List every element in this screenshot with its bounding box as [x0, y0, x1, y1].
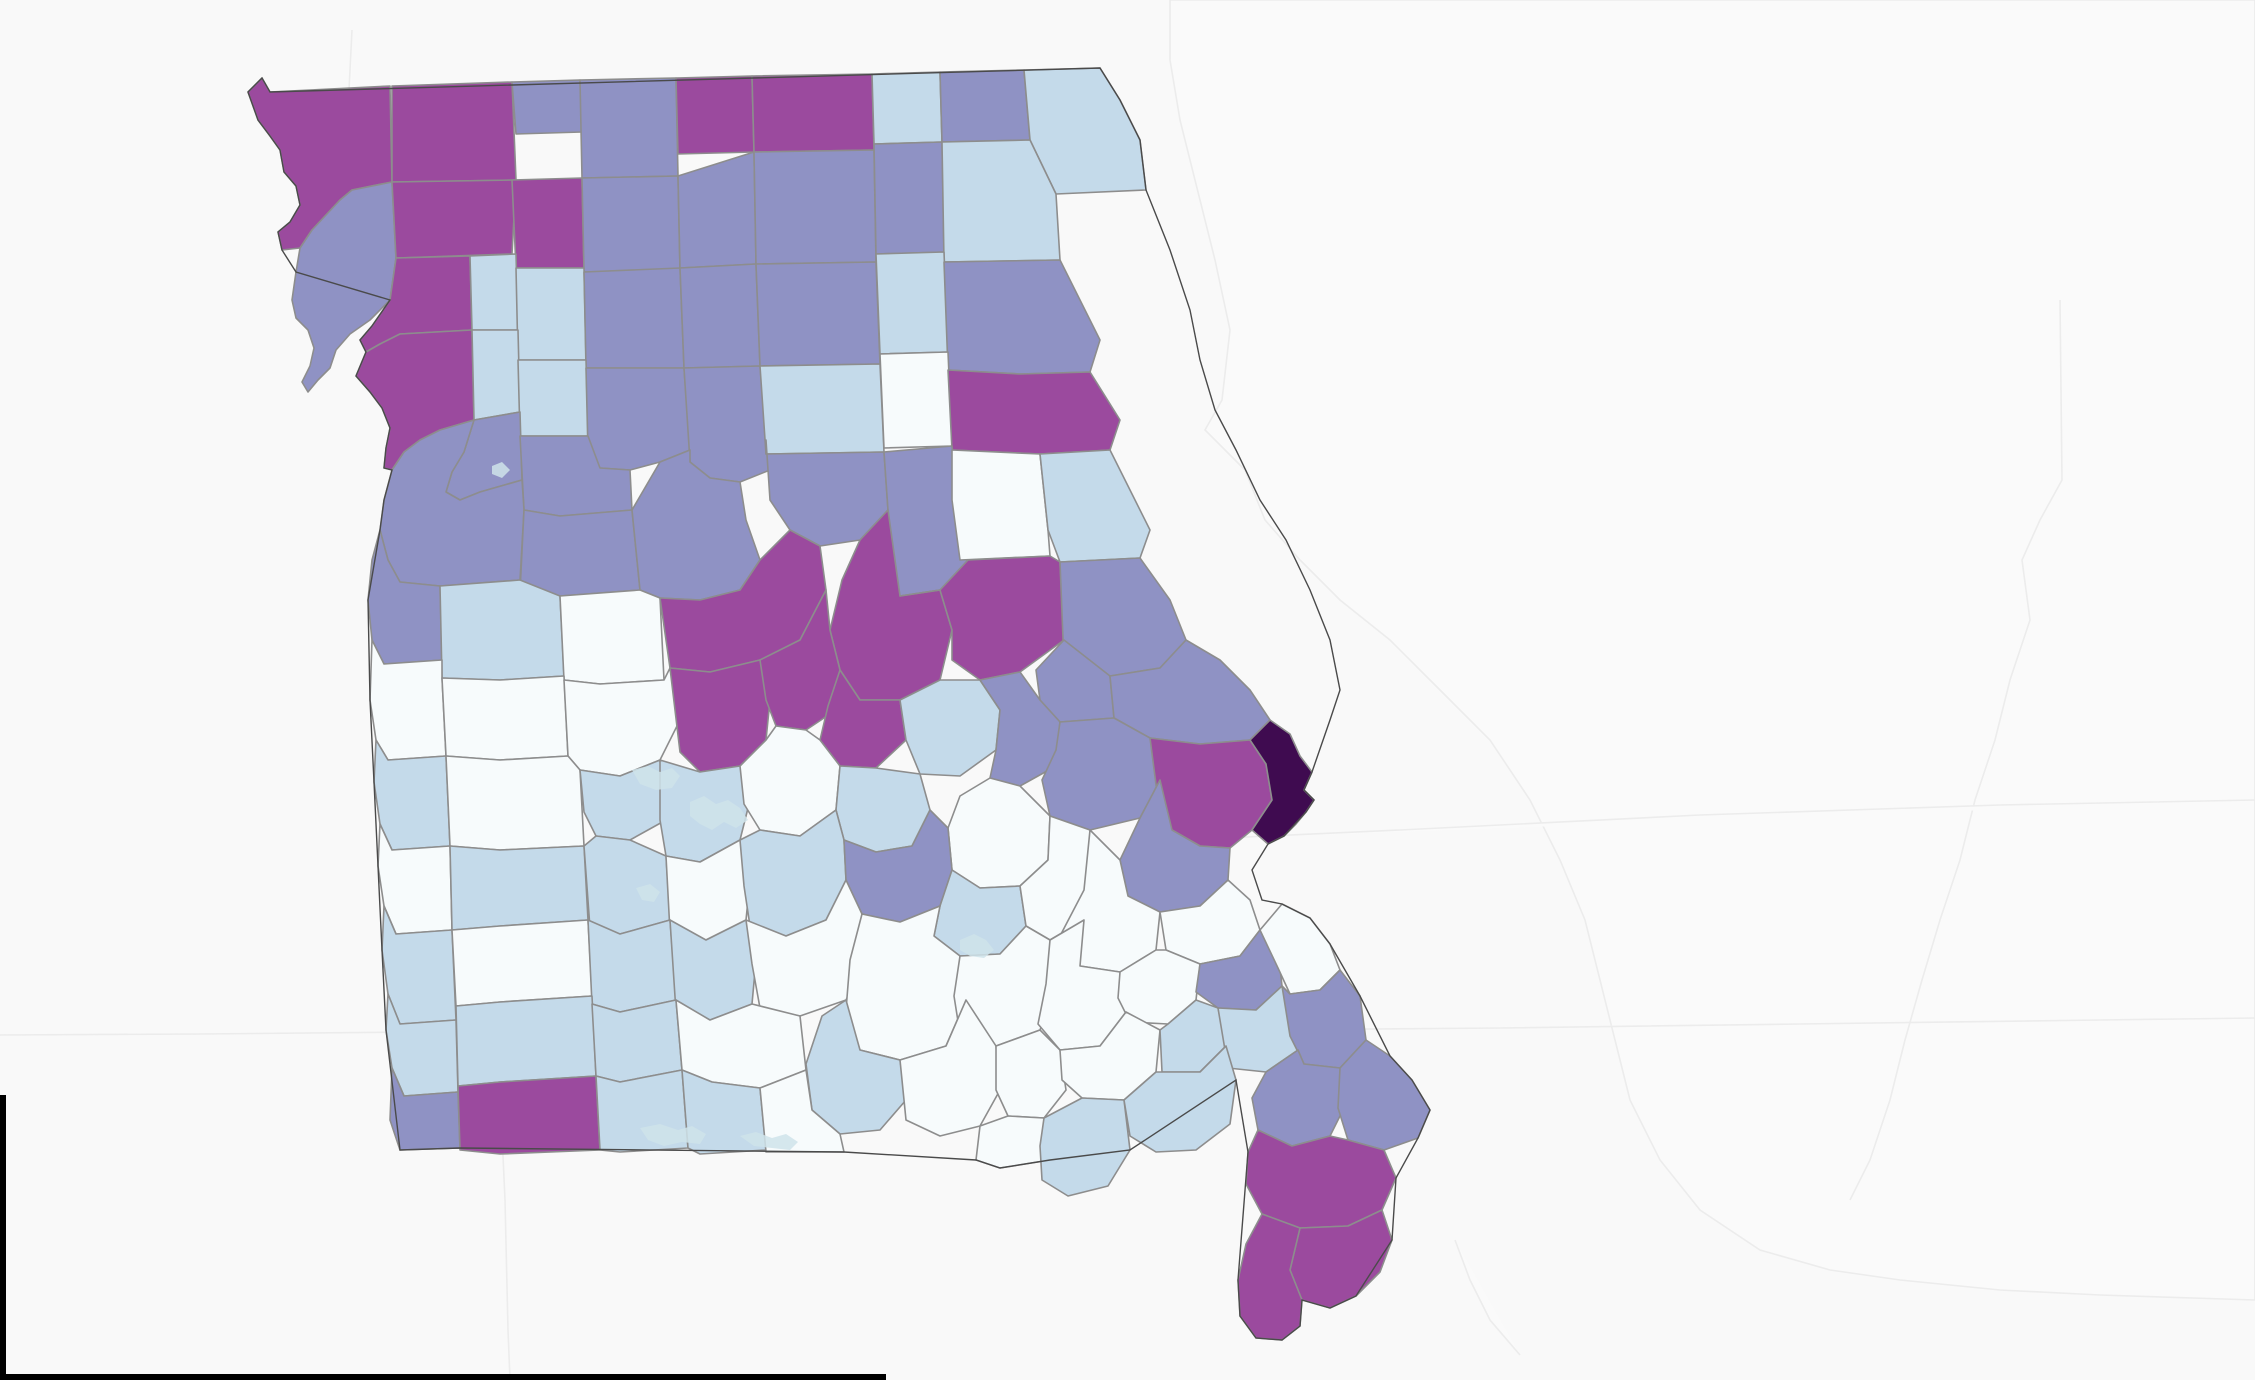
county-cedar[interactable] [449, 845, 589, 931]
county-howell[interactable] [805, 999, 907, 1135]
truman-reservoir [632, 766, 680, 790]
neighbor-state-boundary-line-b [1179, 799, 2255, 841]
missouri-state-outline [247, 67, 1431, 1341]
county-benton[interactable] [563, 667, 681, 777]
county-ripley[interactable] [975, 1115, 1051, 1169]
county-butler[interactable] [1039, 1097, 1131, 1197]
county-harrison[interactable] [579, 77, 679, 179]
smithville-lake [492, 462, 510, 478]
county-marion[interactable] [943, 259, 1101, 375]
county-johnson[interactable] [439, 579, 565, 681]
county-gasconade[interactable] [979, 671, 1061, 787]
county-gentry[interactable] [511, 177, 585, 269]
county-lewis[interactable] [941, 139, 1061, 263]
county-osage[interactable] [899, 679, 1001, 777]
county-pike[interactable] [1039, 449, 1151, 563]
county-st-clair[interactable] [445, 755, 585, 851]
county-dade[interactable] [451, 919, 593, 1007]
neighbor-state-illinois [1169, 0, 2255, 1301]
county-schuyler[interactable] [871, 71, 943, 145]
county-henry[interactable] [441, 675, 569, 761]
county-ozark[interactable] [759, 1069, 845, 1153]
county-grundy[interactable] [581, 175, 681, 273]
left-edge-rule [0, 1095, 6, 1380]
county-chariton[interactable] [683, 365, 771, 483]
county-putnam[interactable] [751, 73, 875, 153]
county-macon[interactable] [755, 261, 881, 367]
county-worth[interactable] [511, 79, 583, 135]
lake-of-the-ozarks [690, 796, 748, 830]
county-carroll[interactable] [585, 367, 691, 471]
county-lawrence[interactable] [455, 995, 597, 1087]
county-shelby[interactable] [875, 251, 949, 355]
county-greene[interactable] [587, 919, 677, 1013]
bull-shoals-lake [740, 1132, 798, 1150]
bottom-edge-rule [0, 1374, 886, 1380]
neighbor-state-boundary-line-c [1239, 1017, 2255, 1031]
county-dunklin[interactable] [1237, 1213, 1303, 1341]
county-linn[interactable] [679, 263, 761, 369]
county-franklin[interactable] [1041, 717, 1161, 831]
county-scott[interactable] [1251, 1049, 1349, 1147]
county-polk[interactable] [583, 835, 671, 935]
county-scotland[interactable] [939, 69, 1031, 143]
county-randolph[interactable] [759, 363, 885, 455]
counties-layer[interactable] [247, 67, 1431, 1341]
neighbor-state-boundary-line-g [1454, 1239, 1521, 1356]
stockton-lake [636, 884, 660, 902]
water-bodies-layer [492, 462, 994, 1150]
neighbor-state-boundary-line-a [1849, 299, 2063, 1201]
county-knox[interactable] [873, 141, 945, 255]
county-ralls[interactable] [947, 369, 1121, 455]
table-rock-lake [640, 1124, 706, 1146]
county-monroe[interactable] [879, 351, 953, 449]
county-pettis[interactable] [559, 589, 665, 685]
county-audrain[interactable] [951, 449, 1051, 561]
county-montgomery[interactable] [899, 555, 1065, 681]
county-dekalb[interactable] [469, 253, 519, 331]
county-barry[interactable] [457, 1075, 601, 1155]
county-clinton[interactable] [471, 329, 521, 421]
county-adair[interactable] [753, 149, 877, 265]
county-daviess[interactable] [515, 267, 587, 361]
county-carter[interactable] [995, 1029, 1067, 1119]
county-sullivan[interactable] [677, 151, 757, 269]
county-mississippi[interactable] [1337, 1039, 1431, 1151]
county-andrew[interactable] [391, 179, 517, 259]
county-caldwell[interactable] [517, 359, 589, 437]
county-christian[interactable] [591, 999, 683, 1083]
county-lafayette[interactable] [519, 509, 641, 597]
county-nodaway[interactable] [391, 81, 517, 183]
county-livingston[interactable] [583, 267, 685, 369]
mark-twain-lake [960, 934, 994, 958]
county-mercer[interactable] [675, 75, 755, 155]
